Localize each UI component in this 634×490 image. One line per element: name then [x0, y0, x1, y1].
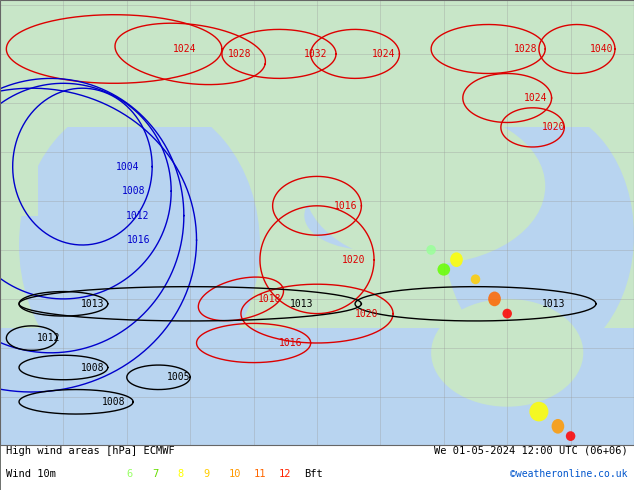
Text: 1020: 1020: [342, 255, 366, 265]
Text: 1008: 1008: [101, 397, 125, 407]
Text: 1028: 1028: [228, 49, 252, 59]
Text: 1012: 1012: [126, 211, 149, 220]
Text: 1024: 1024: [524, 93, 548, 103]
Text: 7: 7: [152, 469, 158, 479]
Ellipse shape: [437, 264, 450, 275]
Text: ©weatheronline.co.uk: ©weatheronline.co.uk: [510, 469, 628, 479]
FancyBboxPatch shape: [0, 445, 634, 490]
Text: 1018: 1018: [258, 294, 281, 304]
Text: 11: 11: [254, 469, 266, 479]
FancyBboxPatch shape: [0, 127, 38, 216]
Text: 1020: 1020: [541, 122, 565, 132]
Text: 10: 10: [228, 469, 241, 479]
Ellipse shape: [488, 292, 501, 306]
Text: 1016: 1016: [127, 235, 151, 245]
Ellipse shape: [503, 309, 512, 318]
Text: 8: 8: [178, 469, 184, 479]
Ellipse shape: [444, 108, 634, 363]
Text: 1013: 1013: [290, 299, 313, 309]
Text: 1008: 1008: [122, 186, 145, 196]
Text: 1012: 1012: [36, 333, 60, 343]
Text: 1016: 1016: [334, 201, 358, 211]
Ellipse shape: [426, 245, 436, 255]
Ellipse shape: [566, 431, 576, 441]
Text: 1032: 1032: [304, 49, 328, 59]
FancyBboxPatch shape: [0, 328, 634, 446]
Text: 1005: 1005: [167, 372, 191, 382]
Text: 1008: 1008: [81, 363, 104, 372]
Text: Wind 10m: Wind 10m: [6, 469, 56, 479]
Ellipse shape: [304, 108, 545, 265]
FancyBboxPatch shape: [0, 0, 634, 127]
Text: 9: 9: [203, 469, 209, 479]
Text: 1040: 1040: [590, 44, 614, 54]
Text: High wind areas [hPa] ECMWF: High wind areas [hPa] ECMWF: [6, 446, 175, 456]
Text: 1013: 1013: [81, 299, 104, 309]
Text: We 01-05-2024 12:00 UTC (06+06): We 01-05-2024 12:00 UTC (06+06): [434, 446, 628, 456]
Text: 1024: 1024: [172, 44, 196, 54]
Ellipse shape: [552, 419, 564, 434]
Ellipse shape: [431, 299, 583, 407]
Text: 1004: 1004: [116, 162, 139, 172]
Text: 1013: 1013: [542, 299, 566, 309]
Text: 1020: 1020: [354, 309, 378, 318]
Text: 6: 6: [127, 469, 133, 479]
Ellipse shape: [529, 402, 548, 421]
Ellipse shape: [470, 274, 481, 284]
Text: Bft: Bft: [304, 469, 323, 479]
Ellipse shape: [19, 98, 260, 392]
Text: 1024: 1024: [372, 49, 396, 59]
Ellipse shape: [304, 181, 431, 250]
Ellipse shape: [450, 252, 463, 267]
Text: 12: 12: [279, 469, 292, 479]
Text: 1028: 1028: [514, 44, 537, 54]
Text: 1016: 1016: [279, 338, 302, 348]
